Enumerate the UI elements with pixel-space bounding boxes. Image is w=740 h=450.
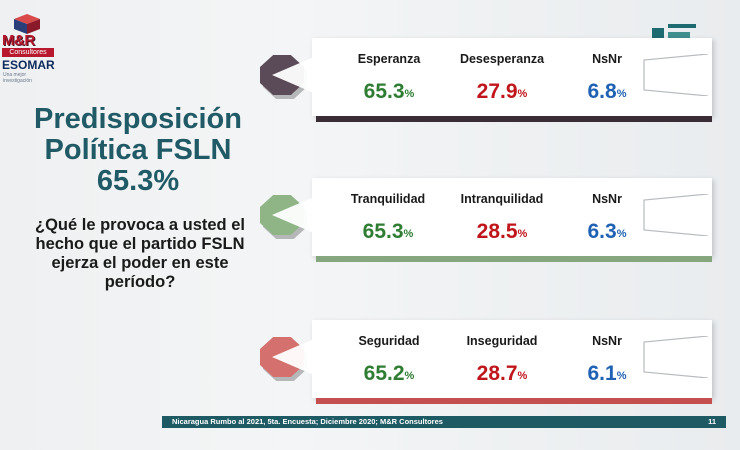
nsnr-column: NsNr 6.8% [576,52,638,104]
nsnr-label: NsNr [592,192,622,206]
negative-value: 28.5% [476,220,528,243]
positive-column: Seguridad 65.2% [344,334,434,386]
negative-label: Desesperanza [459,52,545,66]
result-row-1: Esperanza 65.3% Desesperanza 27.9% NsNr … [260,38,720,128]
positive-label: Seguridad [358,334,420,348]
result-row-2: Tranquilidad 65.3% Intranquilidad 28.5% … [260,178,720,268]
company-logo: M&R Consultores ESOMAR Una mejor investi… [2,14,64,86]
negative-label: Inseguridad [466,334,538,348]
positive-column: Esperanza 65.3% [344,52,434,104]
nsnr-value: 6.8% [587,80,627,103]
negative-column: Desesperanza 27.9% [454,52,550,104]
title-line-2: Política FSLN [44,134,232,166]
positive-value: 65.2% [363,362,415,385]
page-title: Predisposición Política FSLN 65.3% [18,104,258,197]
bracket-decoration-icon [643,194,708,236]
result-panel [312,38,712,116]
esomar-tagline: Una mejor investigación [3,72,32,84]
result-row-3: Seguridad 65.2% Inseguridad 28.7% NsNr 6… [260,320,720,410]
nsnr-label: NsNr [592,52,622,66]
footer-source: Nicaragua Rumbo al 2021, 5ta. Encuesta; … [172,417,443,426]
nsnr-column: NsNr 6.3% [576,192,638,244]
panel-underline [316,398,712,404]
positive-column: Tranquilidad 65.3% [338,192,438,244]
result-panel [312,178,712,256]
negative-value: 28.7% [476,362,528,385]
corner-decoration-icon [652,24,696,40]
negative-label: Intranquilidad [460,192,544,206]
positive-label: Esperanza [357,52,421,66]
bracket-decoration-icon [643,54,708,96]
nsnr-column: NsNr 6.1% [576,334,638,386]
positive-label: Tranquilidad [350,192,426,206]
negative-column: Inseguridad 28.7% [456,334,548,386]
logo-cube-icon [14,14,40,34]
negative-value: 27.9% [476,80,528,103]
footer-bar: Nicaragua Rumbo al 2021, 5ta. Encuesta; … [162,416,726,428]
bracket-decoration-icon [643,336,708,378]
survey-question: ¿Qué le provoca a usted el hecho que el … [35,216,245,291]
title-line-3: 65.3% [96,165,180,197]
logo-brand: M&R [2,32,35,49]
page-number: 11 [708,417,716,426]
positive-value: 65.3% [363,80,415,103]
nsnr-value: 6.1% [587,362,627,385]
nsnr-value: 6.3% [587,220,627,243]
negative-column: Intranquilidad 28.5% [450,192,554,244]
logo-subtitle: Consultores [2,48,54,57]
positive-value: 65.3% [362,220,414,243]
nsnr-label: NsNr [592,334,622,348]
panel-underline [316,116,712,122]
title-line-1: Predisposición [34,103,242,135]
result-panel [312,320,712,398]
esomar-logo: ESOMAR [2,58,55,72]
panel-underline [316,256,712,262]
